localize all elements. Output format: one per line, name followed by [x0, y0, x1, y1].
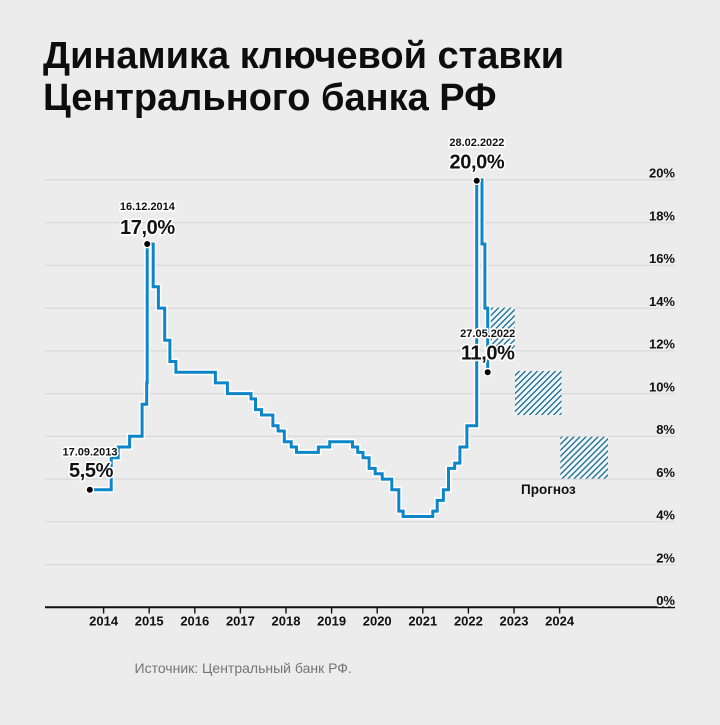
svg-text:17.09.2013: 17.09.2013: [62, 447, 117, 459]
svg-text:Источник: Центральный банк РФ.: Источник: Центральный банк РФ.: [135, 660, 352, 676]
svg-text:20,0%: 20,0%: [450, 151, 505, 173]
svg-text:2014: 2014: [89, 614, 119, 629]
svg-text:Динамика ключевой ставки: Динамика ключевой ставки: [43, 35, 564, 77]
svg-text:16.12.2014: 16.12.2014: [120, 201, 176, 213]
svg-text:10%: 10%: [649, 379, 675, 394]
svg-text:2022: 2022: [454, 614, 483, 629]
svg-text:2018: 2018: [272, 614, 301, 629]
svg-text:14%: 14%: [649, 294, 675, 309]
svg-text:2021: 2021: [408, 614, 437, 629]
svg-text:2016: 2016: [180, 614, 209, 629]
svg-text:2017: 2017: [226, 614, 255, 629]
svg-text:4%: 4%: [656, 508, 675, 523]
svg-text:Прогноз: Прогноз: [521, 482, 576, 497]
svg-text:18%: 18%: [649, 208, 675, 223]
svg-text:2019: 2019: [317, 614, 346, 629]
svg-text:8%: 8%: [656, 422, 675, 437]
svg-text:6%: 6%: [656, 465, 675, 480]
svg-text:12%: 12%: [649, 337, 675, 352]
svg-text:2020: 2020: [363, 614, 392, 629]
svg-text:Центрального банка РФ: Центрального банка РФ: [43, 77, 497, 119]
svg-text:11,0%: 11,0%: [461, 343, 515, 365]
svg-text:17,0%: 17,0%: [120, 217, 175, 239]
svg-text:5,5%: 5,5%: [69, 460, 114, 482]
svg-text:27.05.2022: 27.05.2022: [460, 328, 515, 340]
svg-text:2023: 2023: [500, 614, 529, 629]
svg-text:20%: 20%: [649, 166, 675, 181]
svg-text:2%: 2%: [656, 550, 675, 565]
svg-text:16%: 16%: [649, 251, 675, 266]
svg-text:0%: 0%: [656, 593, 675, 608]
svg-text:2015: 2015: [135, 614, 164, 629]
svg-text:2024: 2024: [545, 614, 575, 629]
svg-text:28.02.2022: 28.02.2022: [449, 137, 504, 149]
